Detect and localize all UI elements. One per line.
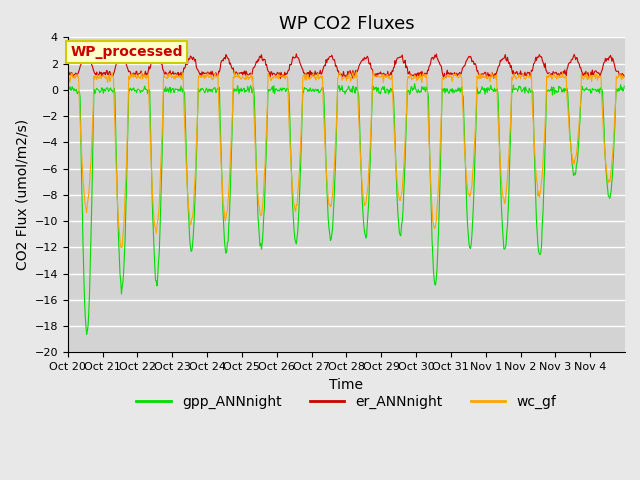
Line: er_ANNnight: er_ANNnight (68, 54, 624, 79)
Line: gpp_ANNnight: gpp_ANNnight (68, 84, 624, 334)
gpp_ANNnight (83, 331, 90, 337)
er_ANNnight (129, 72, 137, 78)
gpp_ANNnight (436, 180, 444, 186)
er_ANNnight (405, 70, 413, 76)
wc_gf (281, 73, 289, 79)
er_ANNnight (232, 70, 239, 76)
wc_gf (130, 72, 138, 77)
gpp_ANNnight (404, 88, 412, 94)
gpp_ANNnight (411, 81, 419, 86)
X-axis label: Time: Time (330, 377, 364, 392)
er_ANNnight (436, 62, 444, 68)
Legend: gpp_ANNnight, er_ANNnight, wc_gf: gpp_ANNnight, er_ANNnight, wc_gf (131, 389, 562, 415)
wc_gf (369, 68, 377, 73)
wc_gf (64, 73, 72, 79)
wc_gf (260, 185, 268, 191)
er_ANNnight (64, 72, 72, 78)
wc_gf (436, 147, 444, 153)
er_ANNnight (292, 51, 300, 57)
er_ANNnight (280, 73, 288, 79)
gpp_ANNnight (64, 86, 72, 92)
gpp_ANNnight (620, 84, 628, 89)
gpp_ANNnight (260, 215, 268, 221)
Text: WP_processed: WP_processed (70, 45, 183, 59)
er_ANNnight (305, 76, 313, 82)
gpp_ANNnight (281, 86, 289, 92)
Y-axis label: CO2 Flux (umol/m2/s): CO2 Flux (umol/m2/s) (15, 119, 29, 270)
er_ANNnight (259, 58, 267, 64)
wc_gf (232, 73, 240, 79)
wc_gf (118, 245, 125, 251)
Title: WP CO2 Fluxes: WP CO2 Fluxes (278, 15, 414, 33)
wc_gf (405, 74, 413, 80)
wc_gf (620, 73, 628, 79)
gpp_ANNnight (130, 85, 138, 91)
Line: wc_gf: wc_gf (68, 71, 624, 248)
gpp_ANNnight (232, 87, 240, 93)
er_ANNnight (620, 74, 628, 80)
